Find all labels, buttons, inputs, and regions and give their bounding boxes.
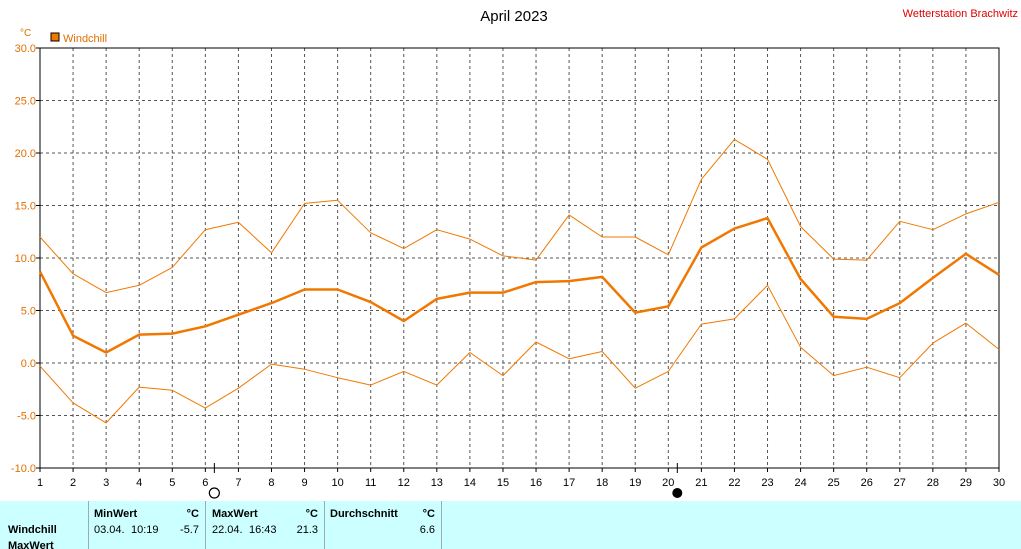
statistics-panel: Windchill MaxWert MinWert °C 03.04. 10:1… bbox=[0, 501, 1021, 549]
y-tick-label: 5.0 bbox=[21, 306, 36, 318]
legend-label: Windchill bbox=[63, 33, 107, 45]
x-tick-label: 21 bbox=[695, 477, 707, 489]
x-tick-label: 15 bbox=[497, 477, 509, 489]
stats-label-column: Windchill MaxWert bbox=[0, 501, 89, 549]
x-tick-label: 20 bbox=[662, 477, 674, 489]
stats-max-column: MaxWert °C 22.04. 16:43 21.3 bbox=[206, 501, 325, 549]
x-tick-label: 13 bbox=[431, 477, 443, 489]
stats-min-date: 03.04. bbox=[94, 524, 125, 536]
stats-avg-column: Durchschnitt °C 6.6 bbox=[325, 501, 442, 549]
stats-row-label-maxwert: MaxWert bbox=[8, 540, 54, 549]
stats-avg-value: 6.6 bbox=[419, 524, 435, 536]
x-tick-label: 7 bbox=[235, 477, 241, 489]
moon-phase-markers bbox=[208, 463, 683, 499]
stats-max-date: 22.04. bbox=[212, 524, 243, 536]
x-tick-label: 23 bbox=[761, 477, 773, 489]
stats-max-time: 16:43 bbox=[249, 524, 277, 536]
x-tick-label: 12 bbox=[398, 477, 410, 489]
full-moon-icon bbox=[208, 487, 220, 499]
x-tick-label: 27 bbox=[894, 477, 906, 489]
y-tick-label: -10.0 bbox=[11, 463, 36, 475]
y-tick-label: -5.0 bbox=[17, 411, 36, 423]
x-tick-label: 16 bbox=[530, 477, 542, 489]
y-tick-label: 20.0 bbox=[15, 148, 36, 160]
x-tick-label: 11 bbox=[365, 477, 376, 489]
y-tick-label: 30.0 bbox=[15, 43, 36, 55]
new-moon-icon bbox=[672, 488, 683, 498]
x-tick-label: 14 bbox=[464, 477, 476, 489]
x-tick-label: 24 bbox=[794, 477, 806, 489]
stats-avg-unit: °C bbox=[422, 508, 435, 520]
x-tick-label: 4 bbox=[136, 477, 142, 489]
y-tick-label: 25.0 bbox=[15, 96, 36, 108]
chart-title: April 2023 bbox=[480, 8, 548, 25]
stats-max-value: 21.3 bbox=[296, 524, 318, 536]
x-tick-label: 25 bbox=[828, 477, 840, 489]
x-tick-label: 19 bbox=[629, 477, 641, 489]
x-tick-label: 30 bbox=[993, 477, 1005, 489]
stats-min-unit: °C bbox=[186, 508, 199, 520]
station-name: Wetterstation Brachwitz bbox=[903, 8, 1018, 20]
stats-min-value: -5.7 bbox=[180, 524, 199, 536]
y-unit-label: °C bbox=[20, 28, 31, 39]
series-line-min bbox=[39, 284, 1000, 424]
x-tick-label: 28 bbox=[927, 477, 939, 489]
x-tick-label: 18 bbox=[596, 477, 608, 489]
x-tick-label: 26 bbox=[861, 477, 873, 489]
x-tick-label: 6 bbox=[202, 477, 208, 489]
series-line-max bbox=[39, 138, 1000, 294]
x-tick-label: 5 bbox=[169, 477, 175, 489]
stats-min-column: MinWert °C 03.04. 10:19 -5.7 bbox=[89, 501, 206, 549]
y-tick-label: 15.0 bbox=[15, 201, 36, 213]
x-tick-label: 29 bbox=[960, 477, 972, 489]
x-tick-label: 3 bbox=[103, 477, 109, 489]
y-axis-ticks: 30.0 25.0 20.0 15.0 10.0 5.0 0.0 -5.0 -10.0 bbox=[11, 43, 40, 475]
x-tick-label: 2 bbox=[70, 477, 76, 489]
x-tick-label: 1 bbox=[37, 477, 43, 489]
x-tick-label: 17 bbox=[563, 477, 575, 489]
x-tick-label: 9 bbox=[301, 477, 307, 489]
y-tick-label: 0.0 bbox=[21, 358, 36, 370]
x-tick-label: 10 bbox=[331, 477, 343, 489]
legend-swatch bbox=[50, 32, 60, 42]
stats-max-header: MaxWert bbox=[212, 508, 258, 520]
series-lines bbox=[38, 138, 1000, 424]
y-tick-label: 10.0 bbox=[15, 253, 36, 265]
windchill-chart: April 2023 Wetterstation Brachwitz °C Wi… bbox=[11, 8, 1018, 499]
grid-lines bbox=[40, 48, 999, 468]
stats-min-header: MinWert bbox=[94, 508, 138, 520]
stats-min-time: 10:19 bbox=[131, 524, 159, 536]
stats-row-label-windchill: Windchill bbox=[8, 524, 57, 536]
x-tick-label: 22 bbox=[728, 477, 740, 489]
series-line-avg bbox=[38, 216, 1000, 354]
x-axis-ticks: 1 2 3 4 5 6 7 8 9 10 11 12 13 14 15 16 17 18 19 20 21 22 23 24 2… bbox=[37, 468, 1005, 489]
stats-avg-header: Durchschnitt bbox=[330, 508, 398, 520]
stats-max-unit: °C bbox=[305, 508, 318, 520]
x-tick-label: 8 bbox=[268, 477, 274, 489]
